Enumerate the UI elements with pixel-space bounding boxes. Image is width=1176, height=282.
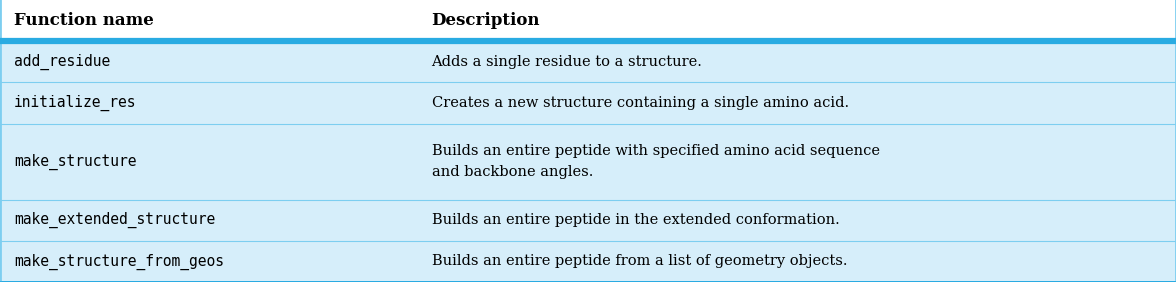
Text: Function name: Function name — [14, 12, 154, 29]
Text: make_extended_structure: make_extended_structure — [14, 212, 215, 228]
Text: make_structure_from_geos: make_structure_from_geos — [14, 253, 225, 270]
Text: initialize_res: initialize_res — [14, 95, 136, 111]
Text: add_residue: add_residue — [14, 54, 111, 70]
Text: make_structure: make_structure — [14, 153, 136, 170]
Text: Description: Description — [432, 12, 540, 29]
Bar — [0, 41, 1176, 282]
Text: Creates a new structure containing a single amino acid.: Creates a new structure containing a sin… — [432, 96, 849, 110]
Text: Adds a single residue to a structure.: Adds a single residue to a structure. — [432, 55, 702, 69]
Text: Builds an entire peptide with specified amino acid sequence
and backbone angles.: Builds an entire peptide with specified … — [432, 144, 880, 179]
Bar — [0, 0, 1176, 41]
Text: Builds an entire peptide in the extended conformation.: Builds an entire peptide in the extended… — [432, 213, 840, 227]
Text: Builds an entire peptide from a list of geometry objects.: Builds an entire peptide from a list of … — [432, 254, 847, 268]
